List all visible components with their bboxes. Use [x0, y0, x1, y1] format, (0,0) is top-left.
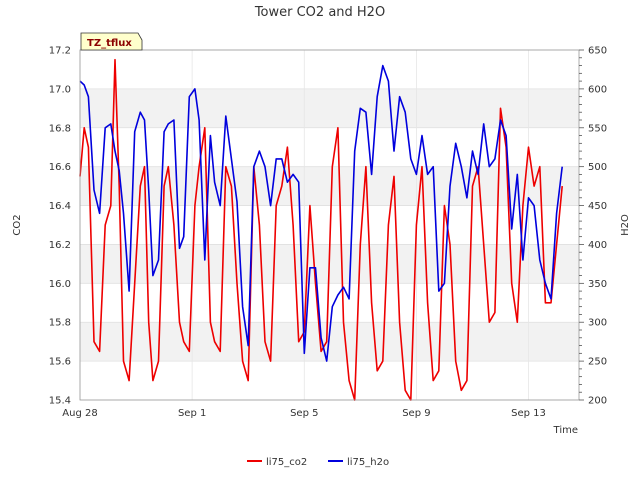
- badge-label: TZ_tflux: [87, 38, 132, 49]
- y-left-tick-label: 16.8: [49, 123, 71, 134]
- y-left-tick-label: 16.0: [49, 279, 71, 290]
- legend-label-h2o: li75_h2o: [347, 457, 389, 468]
- y-left-tick-label: 15.8: [49, 318, 71, 329]
- y-right-tick-label: 300: [588, 318, 607, 329]
- y-right-tick-label: 550: [588, 123, 607, 134]
- y-right-tick-label: 600: [588, 84, 607, 95]
- plot-frame: [79, 49, 580, 401]
- y-left-tick-label: 16.4: [49, 201, 71, 212]
- y-left-tick-label: 15.6: [49, 357, 71, 368]
- site-badge: TZ_tflux: [80, 32, 143, 51]
- y-right-tick-label: 350: [588, 279, 607, 290]
- series-line-li75_co2: [79, 58, 563, 401]
- y-left-tick-label: 17.2: [49, 46, 71, 57]
- y-right-tick-label: 250: [588, 357, 607, 368]
- y-right-tick-label: 400: [588, 240, 607, 251]
- series-layer: [79, 58, 563, 401]
- y-right-tick-label: 500: [588, 162, 607, 173]
- right-axis-ticks: 200 250 300 350 400 450 500 550 600 650: [579, 46, 607, 407]
- x-tick-label: Sep 5: [290, 408, 318, 419]
- x-tick-label: Sep 13: [511, 408, 546, 419]
- y-right-axis-label: H2O: [620, 214, 631, 236]
- x-axis-ticks: Aug 28 Sep 1 Sep 5 Sep 9 Sep 13: [62, 408, 546, 419]
- y-left-tick-label: 17.0: [49, 84, 71, 95]
- background-band: [80, 88, 579, 128]
- legend-label-co2: li75_co2: [266, 457, 307, 468]
- y-left-tick-label: 15.4: [49, 396, 71, 407]
- y-right-tick-label: 450: [588, 201, 607, 212]
- y-left-tick-label: 16.2: [49, 240, 71, 251]
- badge-box: [80, 32, 143, 51]
- y-left-tick-label: 16.6: [49, 162, 71, 173]
- y-right-tick-label: 200: [588, 396, 607, 407]
- y-right-tick-label: 650: [588, 46, 607, 57]
- legend: li75_co2 li75_h2o: [247, 457, 389, 468]
- x-tick-label: Sep 9: [402, 408, 430, 419]
- x-axis-label: Time: [553, 425, 578, 436]
- x-tick-label: Aug 28: [62, 408, 97, 419]
- y-left-axis-label: CO2: [12, 214, 23, 235]
- left-axis-ticks: 15.4 15.6 15.8 16.0 16.2 16.4 16.6 16.8 17.0 17.2: [49, 46, 71, 407]
- background-band: [80, 166, 579, 206]
- chart-title: Tower CO2 and H2O: [254, 5, 385, 20]
- series-line-li75_h2o: [79, 64, 563, 362]
- x-tick-label: Sep 1: [178, 408, 206, 419]
